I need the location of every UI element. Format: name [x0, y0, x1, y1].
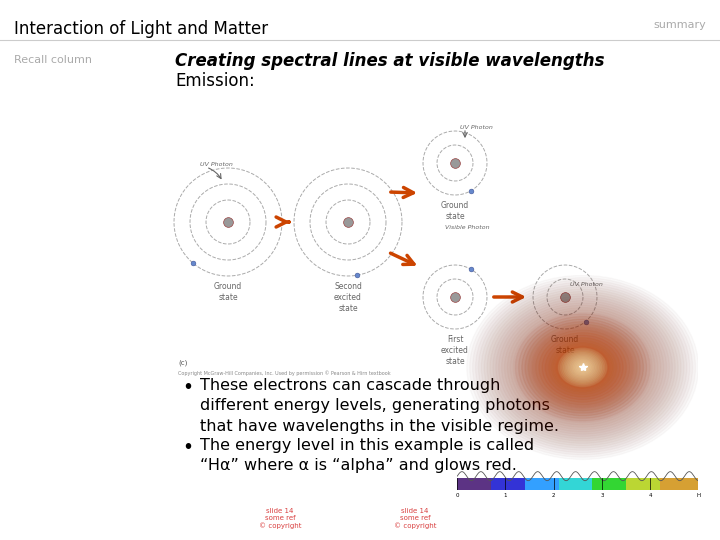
Circle shape [525, 322, 640, 413]
Text: 1: 1 [504, 493, 507, 498]
Text: These electrons can cascade through
different energy levels, generating photons
: These electrons can cascade through diff… [200, 378, 559, 434]
Circle shape [572, 359, 594, 376]
Text: First
excited
state: First excited state [441, 335, 469, 366]
Text: slide 14
some ref
© copyright: slide 14 some ref © copyright [258, 508, 301, 529]
Text: Emission:: Emission: [175, 72, 255, 90]
Text: Interaction of Light and Matter: Interaction of Light and Matter [14, 20, 268, 38]
Text: 2: 2 [552, 493, 555, 498]
Circle shape [528, 325, 636, 410]
Text: UV Photon: UV Photon [460, 125, 493, 130]
Circle shape [562, 351, 603, 384]
Text: H: H [696, 493, 701, 498]
Text: Ground
state: Ground state [441, 201, 469, 221]
Circle shape [566, 354, 600, 381]
Circle shape [518, 316, 647, 418]
Text: summary: summary [653, 20, 706, 30]
Text: slide 14
some ref
© copyright: slide 14 some ref © copyright [394, 508, 436, 529]
Circle shape [559, 348, 607, 387]
Circle shape [532, 327, 634, 408]
Circle shape [575, 361, 590, 374]
Circle shape [563, 352, 602, 383]
Circle shape [569, 357, 596, 378]
Text: Copyright McGraw-Hill Companies, Inc. Used by permission © Pearson & Hirn textbo: Copyright McGraw-Hill Companies, Inc. Us… [178, 370, 391, 376]
Circle shape [549, 341, 616, 394]
Circle shape [565, 353, 600, 381]
Circle shape [576, 362, 589, 373]
Circle shape [536, 330, 630, 405]
Text: 4: 4 [649, 493, 652, 498]
Circle shape [578, 363, 588, 372]
Circle shape [522, 319, 644, 416]
Circle shape [580, 364, 586, 370]
Text: Ground
state: Ground state [551, 335, 579, 355]
Circle shape [573, 360, 593, 375]
Circle shape [560, 349, 605, 386]
Circle shape [546, 338, 620, 397]
Text: (c): (c) [178, 360, 187, 367]
Circle shape [556, 346, 610, 389]
Bar [626, 478, 660, 490]
Circle shape [562, 352, 603, 383]
Circle shape [567, 355, 599, 380]
Text: UV Photon: UV Photon [570, 282, 603, 287]
Bar [457, 478, 491, 490]
Circle shape [552, 343, 613, 392]
Circle shape [539, 333, 626, 402]
Text: 3: 3 [600, 493, 603, 498]
Circle shape [580, 365, 586, 370]
Circle shape [568, 356, 597, 379]
Circle shape [559, 349, 606, 386]
Text: Second
excited
state: Second excited state [334, 282, 362, 313]
Text: 0: 0 [456, 493, 459, 498]
Bar [491, 478, 525, 490]
Text: Ground
state: Ground state [214, 282, 242, 302]
Text: •: • [182, 438, 193, 457]
Text: Visible Photon: Visible Photon [445, 225, 490, 230]
Text: Creating spectral lines at visible wavelengths: Creating spectral lines at visible wavel… [175, 52, 605, 70]
Bar [525, 478, 559, 490]
Text: The energy level in this example is called
“Hα” where α is “alpha” and glows red: The energy level in this example is call… [200, 438, 534, 474]
Circle shape [572, 359, 593, 375]
Bar [660, 478, 698, 490]
Circle shape [570, 357, 595, 377]
Text: Recall column: Recall column [14, 55, 92, 65]
Bar [559, 478, 593, 490]
Circle shape [542, 335, 623, 400]
Circle shape [576, 362, 590, 373]
Circle shape [581, 366, 584, 369]
Circle shape [515, 314, 650, 421]
Text: •: • [182, 378, 193, 397]
Bar [593, 478, 626, 490]
Text: UV Photon: UV Photon [200, 162, 233, 167]
